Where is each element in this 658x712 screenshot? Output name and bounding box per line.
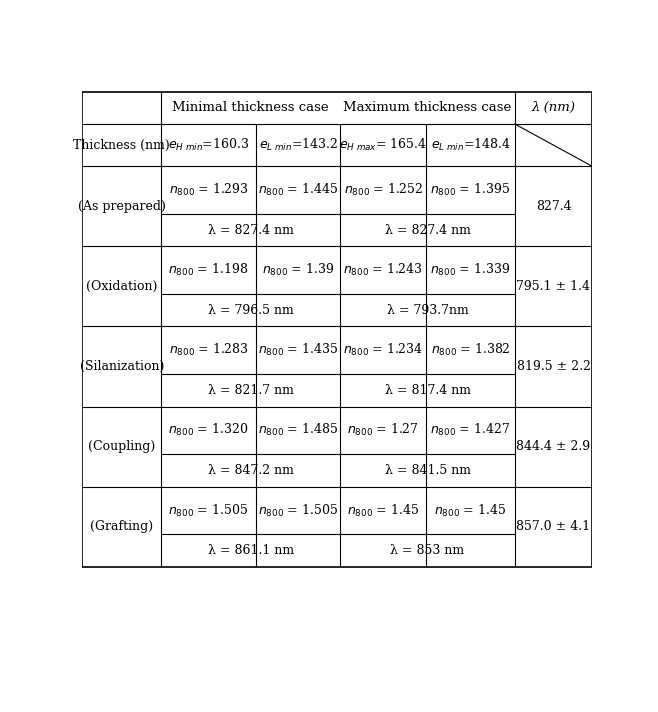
Text: $n_{800}$ = 1.339: $n_{800}$ = 1.339 bbox=[430, 262, 511, 278]
Text: $n_{800}$ = 1.435: $n_{800}$ = 1.435 bbox=[258, 342, 338, 358]
Text: λ = 861.1 nm: λ = 861.1 nm bbox=[208, 544, 294, 557]
Text: $e_{H\ max}$= 165.4: $e_{H\ max}$= 165.4 bbox=[340, 137, 428, 153]
Text: λ = 817.4 nm: λ = 817.4 nm bbox=[384, 384, 470, 397]
Text: $n_{800}$ = 1.243: $n_{800}$ = 1.243 bbox=[343, 262, 423, 278]
Text: λ = 827.4 nm: λ = 827.4 nm bbox=[384, 224, 470, 236]
Text: $e_{L\ min}$=148.4: $e_{L\ min}$=148.4 bbox=[430, 137, 511, 153]
Text: $n_{800}$ = 1.427: $n_{800}$ = 1.427 bbox=[430, 422, 511, 439]
Text: 795.1 ± 1.4: 795.1 ± 1.4 bbox=[517, 280, 590, 293]
Text: $n_{800}$ = 1.45: $n_{800}$ = 1.45 bbox=[434, 503, 507, 518]
Text: λ = 847.2 nm: λ = 847.2 nm bbox=[208, 464, 293, 477]
Text: $n_{800}$ = 1.485: $n_{800}$ = 1.485 bbox=[258, 422, 338, 439]
Text: $n_{800}$ = 1.382: $n_{800}$ = 1.382 bbox=[431, 342, 511, 358]
Text: 827.4: 827.4 bbox=[536, 200, 571, 213]
Text: $n_{800}$ = 1.505: $n_{800}$ = 1.505 bbox=[168, 503, 249, 518]
Text: $n_{800}$ = 1.283: $n_{800}$ = 1.283 bbox=[168, 342, 249, 358]
Text: $n_{800}$ = 1.252: $n_{800}$ = 1.252 bbox=[343, 182, 423, 198]
Text: (Silanization): (Silanization) bbox=[80, 360, 164, 373]
Text: λ = 821.7 nm: λ = 821.7 nm bbox=[208, 384, 293, 397]
Text: $n_{800}$ = 1.27: $n_{800}$ = 1.27 bbox=[347, 422, 419, 439]
Text: Minimal thickness case: Minimal thickness case bbox=[172, 101, 329, 114]
Text: λ = 796.5 nm: λ = 796.5 nm bbox=[208, 304, 293, 317]
Text: $n_{800}$ = 1.45: $n_{800}$ = 1.45 bbox=[347, 503, 419, 518]
Text: λ = 841.5 nm: λ = 841.5 nm bbox=[384, 464, 470, 477]
Text: 844.4 ± 2.9: 844.4 ± 2.9 bbox=[517, 440, 590, 453]
Text: $n_{800}$ = 1.395: $n_{800}$ = 1.395 bbox=[430, 182, 511, 198]
Text: 819.5 ± 2.2: 819.5 ± 2.2 bbox=[517, 360, 590, 373]
Text: $n_{800}$ = 1.320: $n_{800}$ = 1.320 bbox=[168, 422, 249, 439]
Text: (Coupling): (Coupling) bbox=[88, 440, 155, 453]
Text: Maximum thickness case: Maximum thickness case bbox=[343, 101, 512, 114]
Text: (Oxidation): (Oxidation) bbox=[86, 280, 157, 293]
Text: $n_{800}$ = 1.39: $n_{800}$ = 1.39 bbox=[262, 262, 334, 278]
Text: $e_{H\ min}$=160.3: $e_{H\ min}$=160.3 bbox=[168, 137, 249, 153]
Text: λ = 827.4 nm: λ = 827.4 nm bbox=[208, 224, 293, 236]
Text: $e_{L\ min}$=143.2: $e_{L\ min}$=143.2 bbox=[259, 137, 338, 153]
Text: (As prepared): (As prepared) bbox=[78, 200, 166, 213]
Text: λ = 793.7nm: λ = 793.7nm bbox=[387, 304, 468, 317]
Text: $n_{800}$ = 1.234: $n_{800}$ = 1.234 bbox=[343, 342, 424, 358]
Text: $n_{800}$ = 1.445: $n_{800}$ = 1.445 bbox=[258, 182, 338, 198]
Text: $n_{800}$ = 1.293: $n_{800}$ = 1.293 bbox=[168, 182, 249, 198]
Text: Thickness (nm): Thickness (nm) bbox=[74, 139, 170, 152]
Text: λ = 853 nm: λ = 853 nm bbox=[390, 544, 465, 557]
Bar bbox=[82, 92, 592, 567]
Text: λ (nm): λ (nm) bbox=[532, 101, 576, 114]
Text: $n_{800}$ = 1.198: $n_{800}$ = 1.198 bbox=[168, 262, 249, 278]
Text: 857.0 ± 4.1: 857.0 ± 4.1 bbox=[517, 520, 590, 533]
Text: (Grafting): (Grafting) bbox=[90, 520, 153, 533]
Text: $n_{800}$ = 1.505: $n_{800}$ = 1.505 bbox=[258, 503, 338, 518]
